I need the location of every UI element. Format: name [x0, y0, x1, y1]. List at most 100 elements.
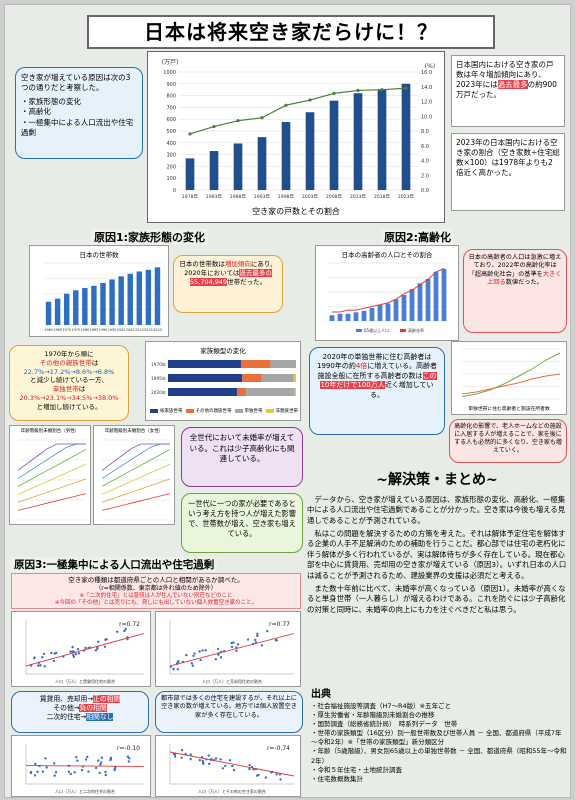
scatter-r-value: r=0.77 — [269, 621, 290, 628]
marriage-chart-female: 年齢階級別未婚割合（女性） — [93, 425, 175, 525]
family-legend-item: 非親族世帯 — [265, 408, 298, 414]
top-bar — [305, 112, 315, 190]
top-x-tick: 2023年 — [398, 193, 415, 200]
scatter-point — [77, 652, 81, 655]
top-y2-tick: 2.0 — [421, 173, 429, 179]
scatter-point — [73, 771, 76, 774]
top-y-tick: 300 — [166, 153, 176, 159]
elderly-bar — [417, 283, 423, 321]
top-x-tick: 1998年 — [278, 193, 295, 200]
top-rate-point — [188, 132, 192, 136]
household-x-tick: 2020 — [153, 328, 162, 332]
elderly-rate-line — [332, 267, 445, 313]
scatter-plot: r=0.77 人口（万人）と売却用住宅の割合 — [169, 620, 295, 684]
conclusion-p1: データから、空き家が増えている原因は、家族形態の変化、高齢化、一極集中による人口… — [307, 495, 566, 525]
top-x-tick: 1983年 — [206, 193, 223, 200]
scatter-point — [180, 756, 183, 759]
family-chart-panel: 家族類型の変化 1970年 1995年 2020年 核家族世帯 その他の親族世帯 単独世… — [145, 341, 301, 421]
scatter-point — [230, 645, 234, 649]
top-bar — [329, 100, 339, 190]
household-x-tick: 2015 — [144, 328, 153, 332]
scatter-x-label: 人口（万人）と賃貸用住宅の割合 — [55, 678, 115, 684]
elderly-bar — [409, 289, 415, 321]
top-y-tick: 700 — [166, 105, 176, 111]
top-y-tick: 0 — [173, 188, 176, 194]
scatter-point — [173, 755, 177, 758]
scatter-point — [94, 649, 98, 652]
scatter-point — [219, 758, 222, 761]
conclusion-panel: ~解決策・まとめ~ データから、空き家が増えている原因は、家族形態の変化、高齢化… — [307, 467, 567, 679]
elderly-bar — [361, 310, 367, 321]
generation-text: 一世代に一つの家が必要であるという考え方を持つ人が増えた影響で、世帯数が増え、空… — [188, 499, 296, 539]
household-x-tick: 1985 — [90, 328, 99, 332]
household-bar — [100, 282, 106, 325]
family-legend-item: その他の親族世帯 — [185, 408, 232, 414]
scatter-point — [189, 758, 192, 761]
family-bar-segment — [168, 388, 238, 396]
scatter-point — [214, 757, 218, 760]
cb-r2: 負の相関 — [79, 704, 107, 713]
scatter-point — [33, 656, 36, 659]
household-bar — [82, 288, 88, 325]
household-chart-title: 日本の世帯数 — [79, 251, 119, 259]
elderly-legend-swatch — [400, 329, 406, 332]
family-bar-segment — [168, 374, 243, 382]
facility-line-facility — [461, 373, 561, 395]
scatter-point — [128, 757, 131, 760]
scatter-point — [52, 659, 56, 663]
scatter-point — [103, 645, 107, 648]
top-x-tick: 1978年 — [182, 193, 199, 200]
scatter-point — [177, 660, 180, 663]
top-y2-tick: 12.0 — [421, 100, 432, 106]
family-bubble-text: 1970年から順に その他の親族世帯は 22.7%→17.2%→8.6%→6.8… — [14, 350, 124, 411]
family-chart-legend: 核家族世帯 その他の親族世帯 単独世帯 非親族世帯 — [150, 408, 301, 414]
scatter-point — [71, 645, 74, 649]
top-bar — [185, 158, 195, 190]
scatter-point — [204, 649, 207, 652]
section1-heading: 原因1:家族形態の変化 — [91, 229, 209, 245]
family-bar-segment — [246, 388, 295, 396]
marriage-line — [17, 463, 87, 495]
scatter-trendline — [25, 765, 145, 767]
scatter-point — [109, 756, 113, 760]
scatter-point — [74, 653, 78, 656]
sources-list: ・社会福祉施設等調査（H7～R4版）※五年ごと ・厚生労働省・年齢階級別未婚割合の… — [311, 702, 567, 784]
scatter-point — [232, 768, 236, 772]
fb-t1: 1970年から順に — [44, 350, 94, 358]
scatter-point — [54, 771, 58, 774]
source-item: ・令和５年住宅・土地統計調査 — [311, 765, 402, 774]
scatter-point — [256, 774, 259, 777]
family-bar-segment — [294, 388, 296, 396]
scatter-point — [76, 647, 80, 651]
intro-bubble: 空き家が増えている原因は次の3つの通りだと考察した。 ・家族形態の変化 ・高齢化・… — [15, 67, 143, 159]
top-bar — [233, 143, 243, 190]
info-box-ratio: 2023年の日本国内における空き家の割合（空き家数÷住宅総数×100）は1978… — [451, 133, 565, 211]
source-item: ・世帯の家族類型（16区分）別一般世帯数及び世帯人員 － 全国、都道府県（平成7… — [311, 729, 562, 747]
household-x-tick: 1965 — [53, 328, 62, 332]
top-chart-caption: 空き家の戸数とその割合 — [252, 207, 340, 216]
marriage-line — [101, 449, 171, 487]
scatter-point — [97, 759, 100, 762]
facility-bubble-text: 高齢化の影響で、老人ホームなどの施設に入居する人が増えることで、家を後にする人も… — [454, 423, 562, 455]
la-r1: 4倍 — [355, 362, 368, 371]
top-bar — [353, 93, 363, 190]
family-y-tick: 1995年 — [151, 375, 166, 382]
hb-t3: にあり、2020年においては — [184, 260, 277, 277]
correlation-box: 賃貸用、売却用→正の相関 その他→負の相関 二次的住宅→相関なし — [11, 691, 149, 733]
cb-r1: 正の相関 — [93, 695, 121, 703]
top-chart: (万戸)(%)100090080070060050040030020010001… — [162, 59, 436, 200]
marriage-line — [17, 443, 86, 471]
scatter-point — [36, 770, 39, 773]
scatter-point — [193, 652, 196, 655]
scatter-point — [53, 652, 56, 655]
household-x-tick: 1995 — [108, 328, 117, 332]
household-bar — [73, 290, 79, 325]
household-bar — [45, 301, 52, 325]
source-item: ・厚生労働省・年齢階級別未婚割合の推移 — [311, 711, 435, 720]
scatter-point — [124, 627, 127, 631]
scatter-panel: r=-0.10 人口（万人）と二次的住宅の割合 — [11, 735, 151, 797]
scatter-point — [84, 758, 88, 761]
source-item: ・国勢調査（総務省統計局） 時系列データ 世帯 — [311, 720, 458, 729]
elderly-legend-label: 65歳以上人口 — [364, 327, 389, 333]
scatter-point — [176, 668, 180, 671]
